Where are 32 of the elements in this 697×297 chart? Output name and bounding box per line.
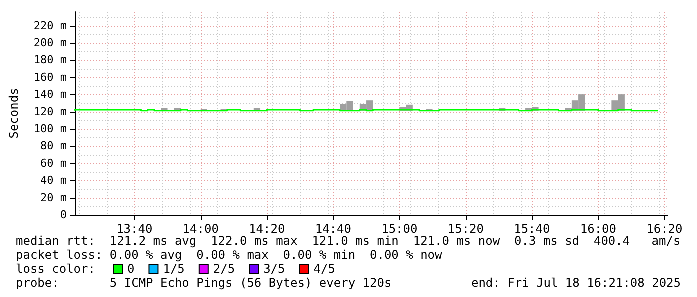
- legend-label: 1/5: [163, 262, 185, 276]
- x-tick-label: 13:40: [116, 222, 153, 236]
- legend-title: loss color:: [16, 262, 96, 276]
- legend-label: 0: [128, 262, 135, 276]
- y-tick-label: 160 m: [34, 70, 68, 84]
- x-tick-label: 15:00: [382, 222, 418, 236]
- text: packet loss: 0.00 % avg 0.00 % max 0.00 % min 0.00 % now: [16, 248, 444, 262]
- legend-label: 4/5: [314, 262, 336, 276]
- x-tick-label: 14:20: [249, 222, 286, 236]
- y-tick-label: 60 m: [40, 156, 68, 170]
- legend-label: 2/5: [213, 262, 236, 276]
- y-tick-label: 200 m: [34, 36, 68, 50]
- y-tick-label: 40 m: [40, 174, 68, 188]
- x-tick-label: 16:20: [646, 222, 683, 236]
- text: probe: 5 ICMP Echo Pings (56 Bytes) every 120s: [16, 276, 392, 290]
- y-tick-label: 220 m: [34, 19, 68, 32]
- y-tick-label: 0: [60, 208, 67, 222]
- text: end: Fri Jul 18 16:21:08 2025: [471, 276, 681, 290]
- x-tick-label: 14:00: [182, 222, 219, 236]
- x-tick-label: 15:40: [514, 222, 550, 236]
- y-tick-label: 20 m: [40, 191, 68, 204]
- x-tick-label: 16:00: [580, 222, 616, 236]
- y-axis-title: Seconds: [7, 88, 21, 139]
- legend-label: 3/5: [264, 262, 286, 276]
- y-tick-label: 140 m: [34, 88, 68, 102]
- y-tick-label: 80 m: [40, 140, 68, 153]
- x-tick-label: 15:20: [448, 222, 484, 236]
- y-tick-label: 180 m: [34, 54, 68, 67]
- y-tick-label: 120 m: [34, 105, 68, 118]
- y-tick-label: 100 m: [34, 122, 68, 136]
- x-tick-label: 14:40: [315, 222, 352, 236]
- text: median rtt: 121.2 ms avg 122.0 ms max 121.0 ms min 121.0 ms now 0.3 ms sd 400.4 am/s: [16, 234, 681, 248]
